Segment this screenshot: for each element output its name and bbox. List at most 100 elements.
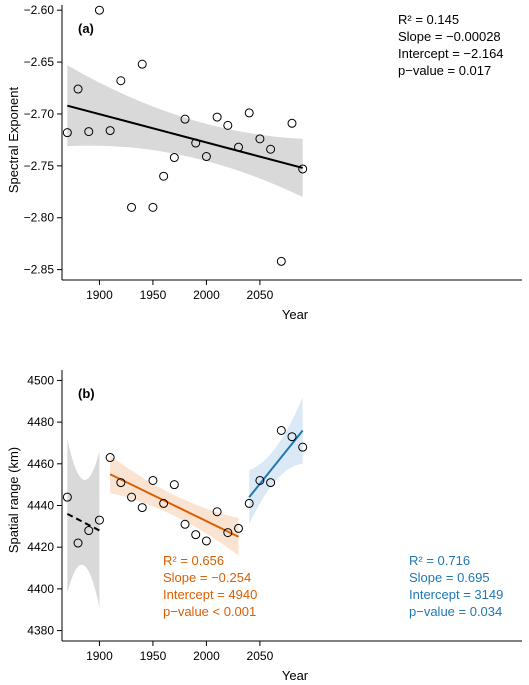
panel-b-data-point bbox=[276, 425, 286, 435]
panel-a-data-point bbox=[169, 153, 179, 163]
panel-b-y-tick-label: 4420 bbox=[27, 540, 54, 554]
orange-stats-line-4: p−value < 0.001 bbox=[163, 604, 256, 619]
panel-b-data-point bbox=[234, 523, 244, 533]
panel-a-axes: 1900 1950 2000 2050 −2.85 −2.80 −2.75 −2.70 −2.6… bbox=[24, 3, 522, 302]
panel-a-x-tick-label: 2050 bbox=[247, 288, 274, 302]
orange-stats-line-1: R² = 0.656 bbox=[163, 553, 224, 568]
panel-b-fit-lines bbox=[66, 429, 304, 538]
orange-stats-line-2: Slope = −0.254 bbox=[163, 570, 251, 585]
panel-a-data-point bbox=[148, 202, 158, 212]
panel-b-y-axis-title: Spatial range (km) bbox=[6, 447, 21, 553]
panel-a-data-point bbox=[287, 118, 297, 128]
panel-b-data-point bbox=[159, 498, 169, 508]
blue-stats-line-2: Slope = 0.695 bbox=[409, 570, 490, 585]
panel-a-data-point bbox=[159, 171, 169, 181]
panel-b-data-point bbox=[298, 442, 308, 452]
panel-b-x-tick-label: 1900 bbox=[86, 649, 113, 663]
panel-a-y-tick-label: −2.80 bbox=[24, 211, 55, 225]
panel-a-data-point bbox=[212, 112, 222, 122]
panel-b-data-point bbox=[244, 498, 254, 508]
panel-a-data-point bbox=[73, 84, 83, 94]
panel-a-fit-lines bbox=[67, 104, 303, 169]
panel-a-x-axis-title: Year bbox=[282, 307, 309, 322]
panel-b-y-tick-label: 4400 bbox=[27, 582, 54, 596]
panel-b-bands bbox=[67, 397, 303, 608]
panel-a-y-tick-label: −2.60 bbox=[24, 3, 55, 17]
panel-a-stats-line-4: p−value = 0.017 bbox=[398, 63, 491, 78]
panel-b-y-tick-label: 4480 bbox=[27, 415, 54, 429]
panel-b-y-tick-label: 4380 bbox=[27, 624, 54, 638]
panel-a-data-point bbox=[255, 134, 265, 144]
panel-b-data-point bbox=[73, 538, 83, 548]
panel-a-data-point bbox=[276, 256, 286, 266]
blue-stats-line-3: Intercept = 3149 bbox=[409, 587, 503, 602]
panel-a-bands bbox=[67, 65, 303, 197]
panel-b-data-point bbox=[62, 492, 72, 502]
panel-a-data-point bbox=[234, 142, 244, 152]
panel-b: 1900 1950 2000 2050 4380 4400 4420 4440 4460 4480… bbox=[6, 370, 522, 683]
panel-b-y-tick-label: 4460 bbox=[27, 457, 54, 471]
panel-b-data-point bbox=[255, 475, 265, 485]
panel-a-points bbox=[62, 5, 308, 266]
panel-a-data-point bbox=[180, 114, 190, 124]
panel-a-stats-line-2: Slope = −0.00028 bbox=[398, 29, 501, 44]
panel-a-data-point bbox=[266, 144, 276, 154]
panel-a-data-point bbox=[94, 5, 104, 15]
panel-a-data-point bbox=[191, 138, 201, 148]
panel-a-data-point bbox=[127, 202, 137, 212]
panel-b-x-tick-label: 2050 bbox=[247, 649, 274, 663]
blue-stats-line-4: p−value = 0.034 bbox=[409, 604, 502, 619]
panel-b-data-point bbox=[287, 432, 297, 442]
panel-b-data-point bbox=[212, 507, 222, 517]
panel-b-x-axis-title: Year bbox=[282, 668, 309, 683]
panel-b-label: (b) bbox=[78, 386, 95, 401]
panel-b-data-point bbox=[180, 519, 190, 529]
panel-a-y-tick-label: −2.85 bbox=[24, 263, 55, 277]
panel-b-axes: 1900 1950 2000 2050 4380 4400 4420 4440 4460 4480… bbox=[27, 370, 522, 663]
panel-a-data-point bbox=[116, 76, 126, 86]
panel-a-x-tick-label: 1900 bbox=[86, 288, 113, 302]
panel-b-data-point bbox=[148, 475, 158, 485]
panel-a-y-tick-label: −2.70 bbox=[24, 107, 55, 121]
panel-b-data-point bbox=[201, 536, 211, 546]
panel-b-data-point bbox=[116, 478, 126, 488]
panel-b-fit-line-1 bbox=[109, 473, 239, 538]
panel-a-fit-line-0 bbox=[67, 104, 303, 169]
panel-b-y-tick-label: 4500 bbox=[27, 373, 54, 387]
panel-a: 1900 1950 2000 2050 −2.85 −2.80 −2.75 −2.70 −2.6… bbox=[6, 3, 522, 322]
panel-a-confidence-band-0 bbox=[67, 65, 303, 197]
blue-stats-line-1: R² = 0.716 bbox=[409, 553, 470, 568]
panel-b-fit-line-0 bbox=[66, 512, 100, 532]
panel-b-data-point bbox=[223, 528, 233, 538]
panel-b-confidence-band-2 bbox=[249, 397, 303, 525]
panel-b-data-point bbox=[169, 480, 179, 490]
panel-b-x-tick-label: 2000 bbox=[193, 649, 220, 663]
panel-a-stats-line-3: Intercept = −2.164 bbox=[398, 46, 504, 61]
panel-a-x-tick-label: 2000 bbox=[193, 288, 220, 302]
panel-a-stats-line-1: R² = 0.145 bbox=[398, 12, 459, 27]
panel-b-x-tick-label: 1950 bbox=[140, 649, 167, 663]
panel-a-data-point bbox=[137, 59, 147, 69]
panel-b-points bbox=[62, 425, 308, 548]
panel-b-data-point bbox=[137, 503, 147, 513]
panel-b-data-point bbox=[105, 453, 115, 463]
panel-a-label: (a) bbox=[78, 21, 94, 36]
orange-stats-line-3: Intercept = 4940 bbox=[163, 587, 257, 602]
panel-a-data-point bbox=[62, 128, 72, 138]
panel-b-data-point bbox=[266, 478, 276, 488]
panel-a-y-tick-label: −2.65 bbox=[24, 55, 55, 69]
panel-a-data-point bbox=[298, 164, 308, 174]
panel-a-y-axis-title: Spectral Exponent bbox=[6, 86, 21, 193]
panel-b-data-point bbox=[84, 526, 94, 536]
panel-a-y-tick-label: −2.75 bbox=[24, 159, 55, 173]
panel-b-data-point bbox=[94, 515, 104, 525]
panel-a-data-point bbox=[244, 108, 254, 118]
panel-a-data-point bbox=[201, 152, 211, 162]
panel-a-data-point bbox=[84, 127, 94, 137]
panel-b-data-point bbox=[127, 492, 137, 502]
panel-b-data-point bbox=[191, 530, 201, 540]
panel-a-data-point bbox=[223, 120, 233, 130]
panel-a-data-point bbox=[105, 126, 115, 136]
panel-b-y-tick-label: 4440 bbox=[27, 499, 54, 513]
